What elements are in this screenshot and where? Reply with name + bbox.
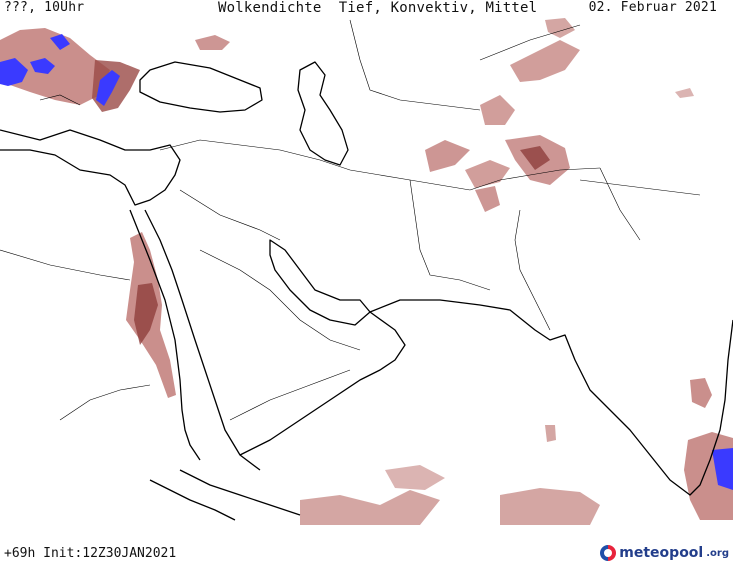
- cloud-cover-layer: [0, 18, 733, 525]
- meteopool-logo[interactable]: meteopool .org: [600, 545, 729, 561]
- logo-name: meteopool: [619, 545, 704, 561]
- forecast-time-label: ???, 10Uhr: [4, 0, 85, 15]
- coastlines: [0, 61, 733, 521]
- weather-map: [0, 17, 733, 525]
- map-title: Wolkendichte Tief, Konvektiv, Mittel: [218, 0, 538, 16]
- country-borders: [0, 19, 701, 421]
- meteopool-icon: [600, 545, 617, 561]
- model-run-info: +69h Init:12Z30JAN2021: [4, 546, 177, 561]
- logo-tld: .org: [706, 547, 729, 559]
- forecast-date: 02. Februar 2021: [588, 0, 717, 15]
